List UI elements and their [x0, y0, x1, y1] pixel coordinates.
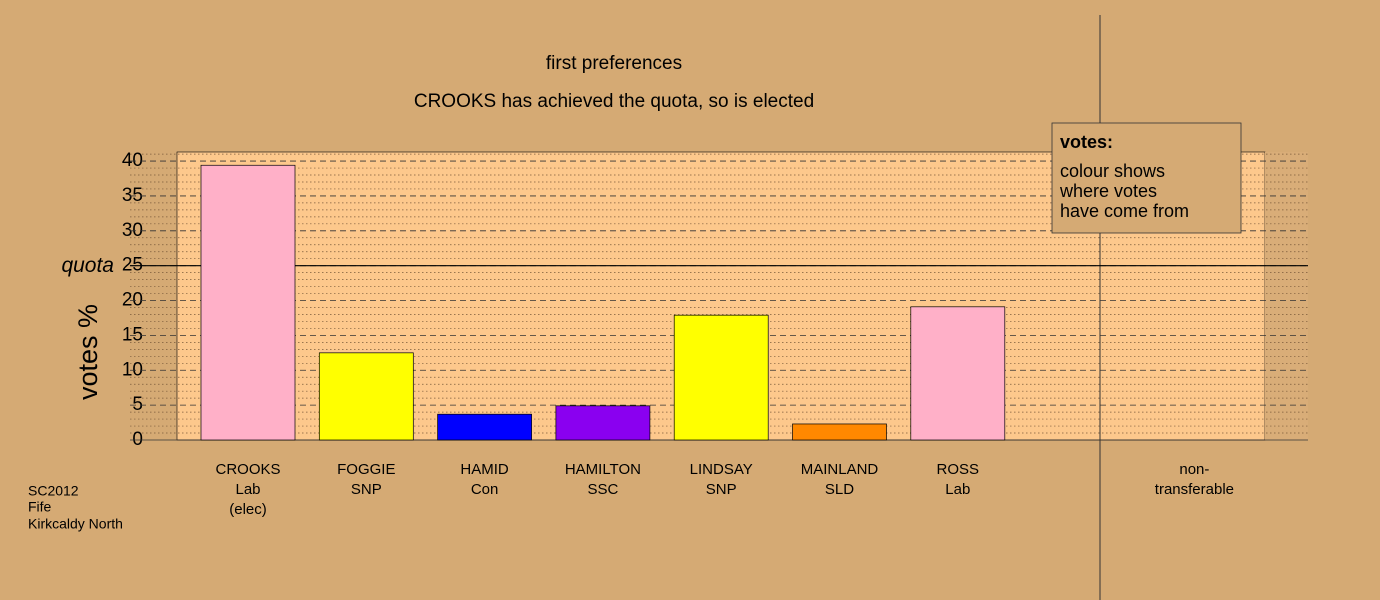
- y-tick-label: 40: [122, 150, 143, 171]
- legend-text: have come from: [1060, 201, 1189, 221]
- x-tick-label: ROSS: [937, 461, 980, 478]
- legend-box: [1051, 122, 1242, 234]
- y-tick-label: 5: [132, 394, 143, 415]
- y-tick-label: 15: [122, 324, 143, 345]
- x-tick-label: LINDSAY: [690, 461, 753, 478]
- y-axis-label: votes %: [73, 304, 103, 400]
- x-tick-label: SNP: [351, 481, 382, 498]
- footnote: SC2012: [28, 483, 79, 499]
- bar: [318, 352, 414, 441]
- bar: [437, 413, 532, 441]
- legend-text: colour shows: [1060, 161, 1165, 181]
- y-tick-label: 0: [132, 429, 143, 450]
- x-tick-label: Lab: [235, 481, 260, 498]
- x-tick-label: transferable: [1155, 481, 1234, 498]
- x-tick-label: HAMID: [460, 461, 509, 478]
- x-tick-label: HAMILTON: [565, 461, 641, 478]
- quota-label: quota: [61, 254, 114, 277]
- y-tick-label: 30: [122, 220, 143, 241]
- chart-subtitle: CROOKS has achieved the quota, so is ele…: [414, 91, 814, 112]
- legend-text: where votes: [1059, 181, 1157, 201]
- x-tick-label: MAINLAND: [801, 461, 879, 478]
- y-tick-label: 20: [122, 290, 143, 311]
- footnote: Fife: [28, 499, 52, 515]
- x-tick-label: SNP: [706, 481, 737, 498]
- x-tick-label: CROOKS: [215, 461, 280, 478]
- bar: [910, 306, 1006, 441]
- footnote: Kirkcaldy North: [28, 516, 123, 532]
- x-tick-label: Lab: [945, 481, 970, 498]
- chart-title: first preferences: [546, 53, 682, 74]
- y-tick-label: 10: [122, 359, 143, 380]
- legend-title: votes:: [1060, 132, 1113, 152]
- x-tick-label: non-: [1179, 461, 1209, 478]
- bar: [792, 423, 887, 441]
- x-tick-label: Con: [471, 481, 499, 498]
- x-tick-label: SLD: [825, 481, 854, 498]
- x-tick-label: (elec): [229, 501, 267, 518]
- x-tick-label: SSC: [587, 481, 618, 498]
- bar: [555, 405, 651, 441]
- x-tick-label: FOGGIE: [337, 461, 395, 478]
- y-tick-label: 35: [122, 185, 143, 206]
- plot-margin: [1265, 152, 1308, 440]
- bar: [200, 164, 296, 441]
- bar: [673, 314, 769, 441]
